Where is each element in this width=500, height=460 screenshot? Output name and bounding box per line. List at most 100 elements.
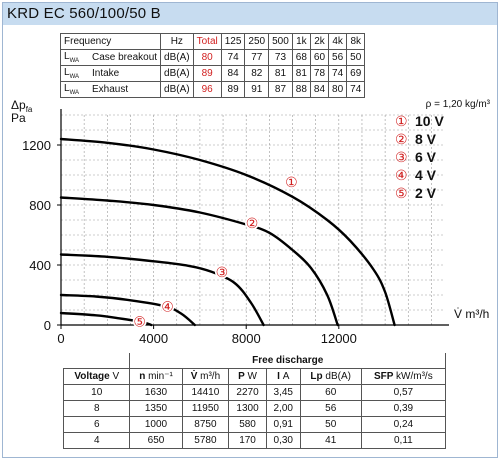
free-table-cell: 1000 (129, 416, 183, 433)
sound-header-cell: Hz (160, 33, 194, 50)
x-tick-label: 12000 (321, 331, 357, 346)
column-unit: A (282, 371, 290, 382)
curve-marker-4: ④ (160, 298, 175, 314)
free-table-cell: 3,45 (265, 384, 301, 401)
y-axis-subscript: fa (26, 105, 33, 114)
free-table-cell: 0,39 (360, 400, 447, 417)
free-table-row: 8 1350 11950 1300 2,00 56 0,39 (62, 400, 447, 417)
sound-band-value: 78 (309, 65, 330, 82)
free-header-cell: P W (228, 368, 267, 385)
free-table-cell: 0,24 (360, 416, 447, 433)
free-table-cell: 4 (62, 432, 131, 449)
sound-band-value: 89 (220, 81, 246, 98)
sound-band-value: 91 (244, 81, 270, 98)
legend-label: 4 V (415, 167, 437, 183)
free-header-cell: n min⁻¹ (129, 368, 183, 385)
sound-header-cell: Frequency (59, 33, 162, 50)
free-table-cell: 8750 (181, 416, 230, 433)
free-table-cell: 1350 (129, 400, 183, 417)
marker-background (284, 174, 299, 189)
sound-band-value: 74 (220, 49, 246, 66)
free-table-cell: 50 (299, 416, 362, 433)
y-tick-label: 0 (44, 318, 51, 333)
free-table-cell: 14410 (181, 384, 230, 401)
sound-header-cell: Total (192, 33, 222, 50)
free-header-cell: V̇ m³/h (181, 368, 230, 385)
x-tick-label: 4000 (139, 331, 168, 346)
sound-total-value: 96 (192, 81, 222, 98)
density-note: ρ = 1,20 kg/m³ (426, 99, 491, 110)
symbol-subscript: WA (69, 58, 80, 64)
sound-row-symbol: LWA (60, 65, 89, 82)
free-table-row: 10 1630 14410 2270 3,45 60 0,57 (62, 384, 447, 401)
column-name: n (139, 371, 146, 382)
sound-header-cell: 250 (244, 33, 270, 50)
sound-row: LWA Exhaust dB(A) 96 89 91 87 88 84 80 74 (60, 81, 366, 98)
fan-curve-2 (59, 196, 339, 327)
sound-band-value: 82 (244, 65, 270, 82)
free-header-cell: SFP kW/m³/s (360, 368, 447, 385)
free-table-cell: 2270 (228, 384, 267, 401)
free-table-row: 4 650 5780 170 0,30 41 0,11 (62, 432, 447, 449)
x-axis-label: V̇ m³/h (454, 307, 489, 321)
curve-marker-3: ③ (214, 264, 229, 280)
marker-background (214, 264, 229, 279)
symbol-subscript: WA (69, 74, 80, 80)
y-tick-label: 800 (29, 198, 51, 213)
free-table-title: Free discharge (129, 353, 446, 369)
sound-band-value: 56 (328, 49, 348, 66)
x-tick-label: 8000 (232, 331, 261, 346)
sound-header-cell: 500 (268, 33, 293, 50)
legend-label: 8 V (415, 131, 437, 147)
sound-band-value: 87 (268, 81, 293, 98)
sound-table-header: Frequency Hz Total 125 250 500 1k 2k 4k 8k (59, 33, 366, 50)
sound-header-cell: 125 (220, 33, 246, 50)
free-table-cell: 580 (228, 416, 267, 433)
free-table-row: 6 1000 8750 580 0,91 50 0,24 (62, 416, 447, 433)
marker-background (160, 299, 175, 314)
legend-marker: ④ (395, 167, 408, 183)
column-name: I (277, 371, 280, 382)
y-axis-symbol: Δp (11, 98, 26, 112)
sound-band-value: 77 (244, 49, 270, 66)
column-unit: kW/m³/s (396, 371, 433, 382)
y-tick-label: 400 (29, 258, 51, 273)
title-bar: KRD EC 560/100/50 B (3, 3, 497, 25)
free-table-cell: 5780 (181, 432, 230, 449)
sound-header-cell: 1k (291, 33, 311, 50)
fan-curve-1 (59, 137, 396, 327)
free-header-cell: Lp dB(A) (299, 368, 362, 385)
y-axis-label: Δpfa (11, 98, 33, 114)
sound-row-unit: dB(A) (160, 49, 194, 66)
free-table-cell: 60 (299, 384, 362, 401)
free-table-cell: 10 (62, 384, 131, 401)
y-tick-label: 1200 (22, 138, 51, 153)
free-table-cell: 170 (228, 432, 267, 449)
column-unit: W (247, 371, 257, 382)
symbol-letter: L (64, 51, 70, 62)
legend-marker: ② (395, 131, 408, 147)
free-table-cell: 0,91 (265, 416, 301, 433)
legend-marker: ① (395, 113, 408, 129)
column-unit: min⁻¹ (148, 371, 173, 382)
free-table-cell: 1630 (129, 384, 183, 401)
column-unit: V (112, 371, 120, 382)
curve-marker-text: ③ (216, 264, 229, 280)
free-table-cell: 1300 (228, 400, 267, 417)
column-name: Lp (310, 371, 323, 382)
curve-marker-5: ⑤ (132, 313, 147, 329)
free-table-cell: 6 (62, 416, 131, 433)
free-table-cell: 41 (299, 432, 362, 449)
column-name: Voltage (74, 371, 110, 382)
sound-row-unit: dB(A) (160, 65, 194, 82)
symbol-subscript: WA (69, 90, 80, 96)
sound-band-value: 81 (268, 65, 293, 82)
sound-total-value: 89 (192, 65, 222, 82)
symbol-letter: L (64, 83, 70, 94)
sound-band-value: 60 (309, 49, 330, 66)
sound-band-value: 74 (346, 81, 366, 98)
sound-total-value: 80 (192, 49, 222, 66)
